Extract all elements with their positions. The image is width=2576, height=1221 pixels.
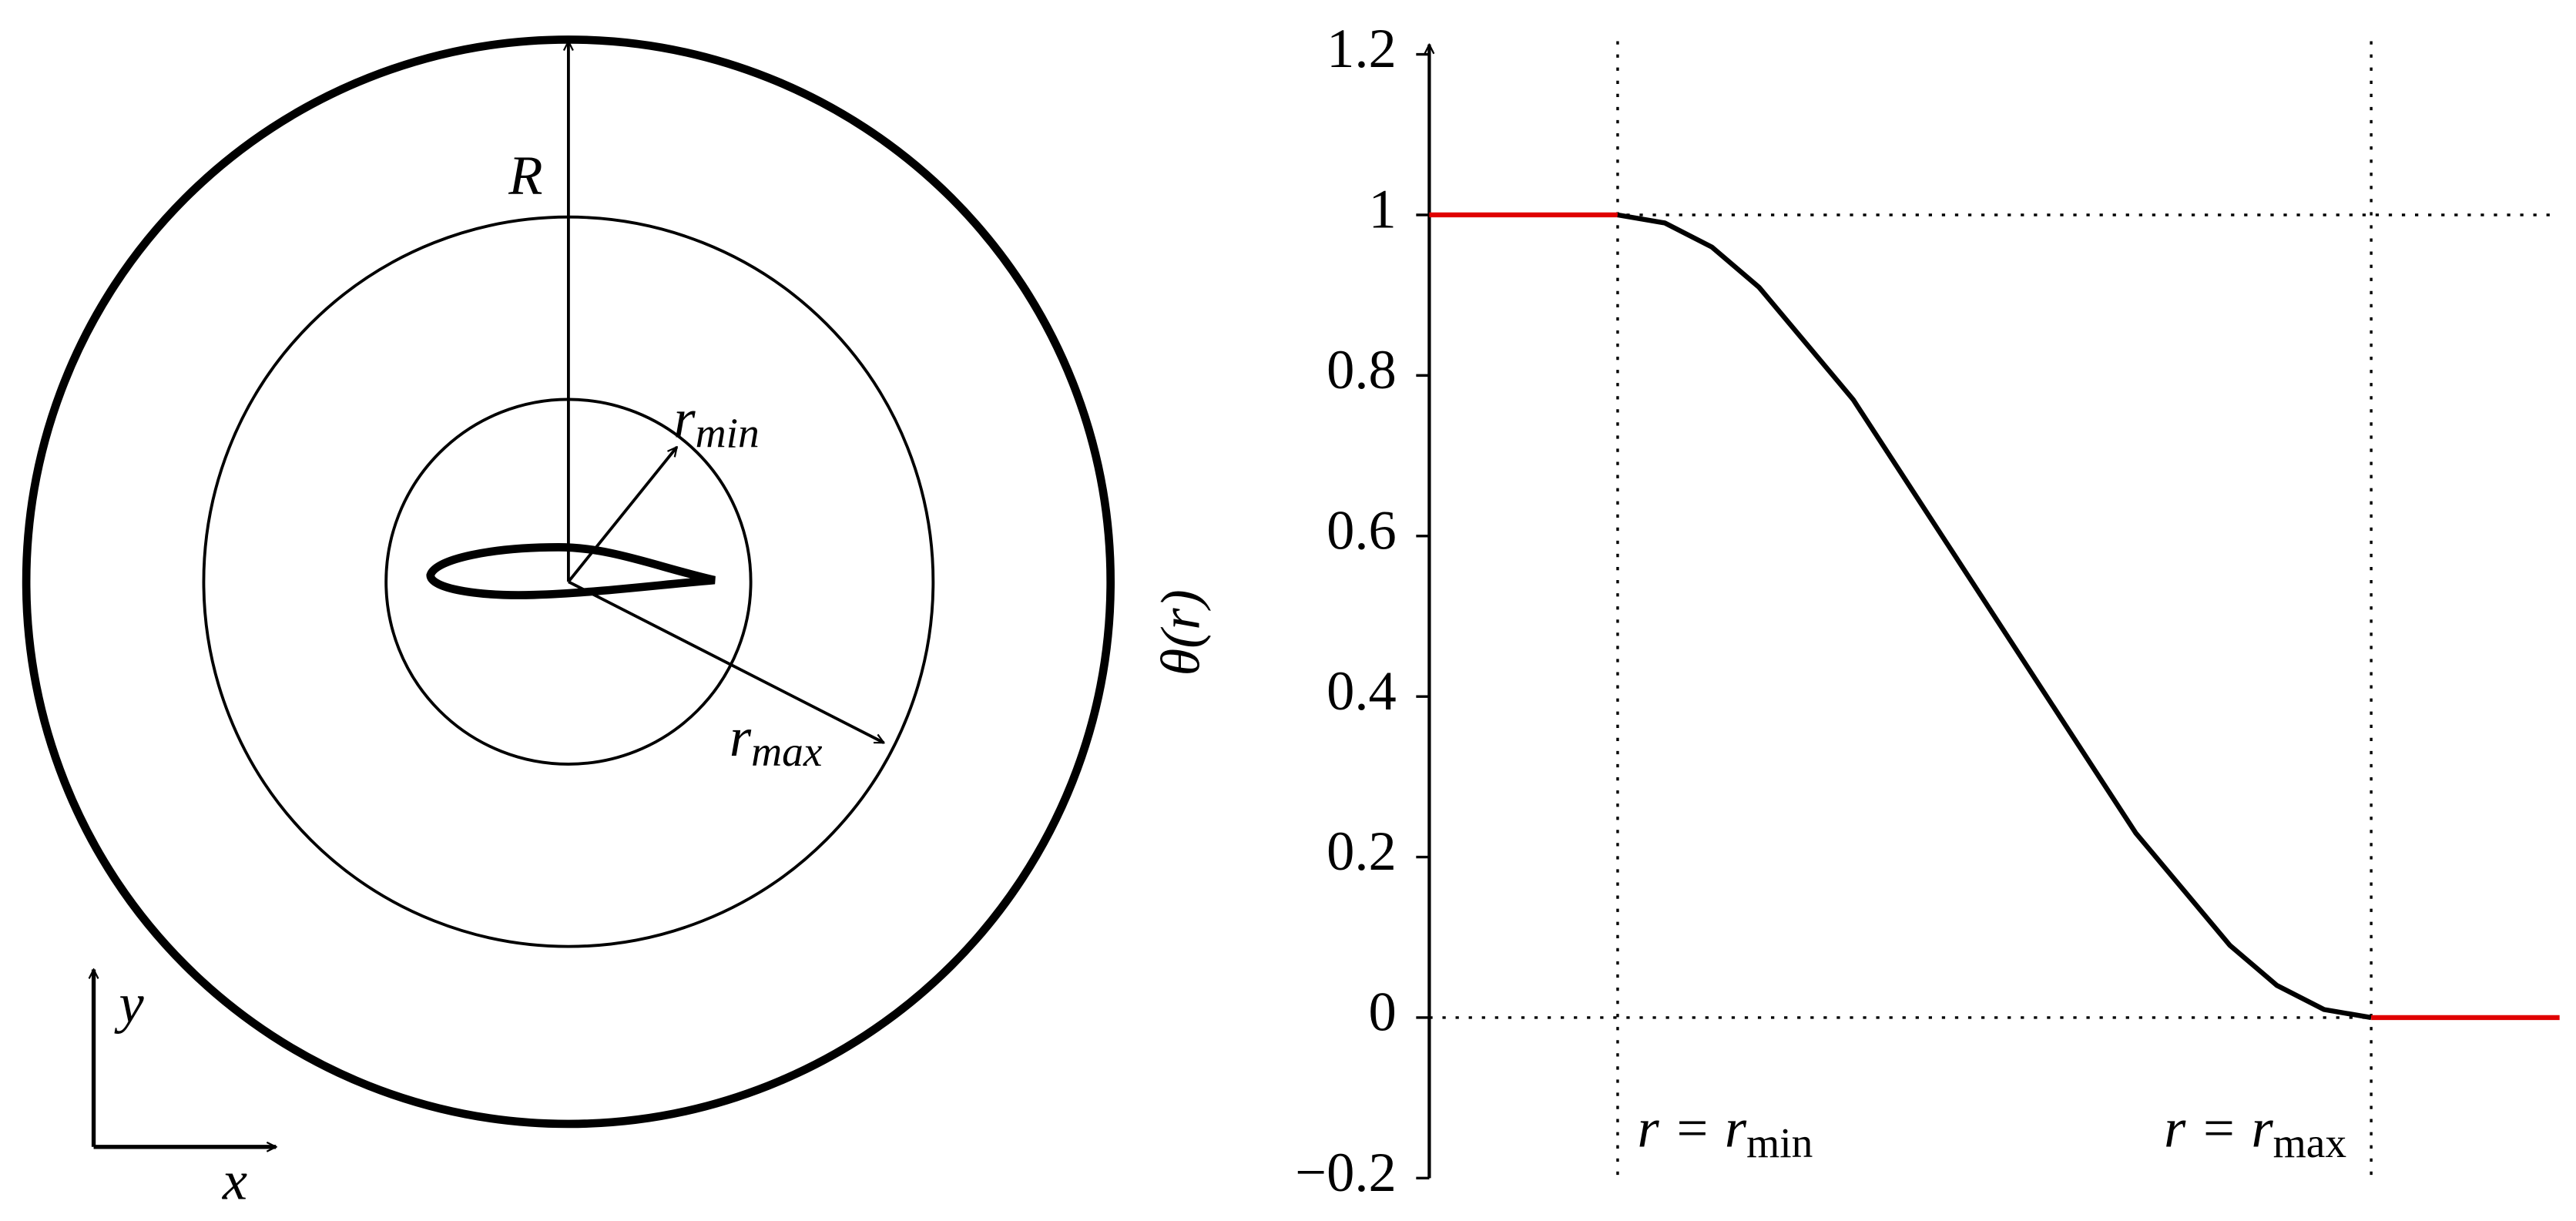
rmax-arrow — [568, 580, 884, 744]
annotation: r = rmax — [2164, 1096, 2346, 1166]
y-tick-label: 1.2 — [1327, 17, 1397, 79]
rmax-label: rmax — [730, 706, 823, 775]
label-main: r — [730, 706, 752, 768]
x-axis-label: x — [222, 1149, 247, 1212]
outer-boundary — [22, 35, 1115, 1129]
annotation-text: r = r — [1638, 1096, 1747, 1159]
label-main: r — [673, 387, 696, 449]
chart: r = rmin r = rmax−0.200.20.40.60.811.2θ(r… — [1149, 17, 2560, 1203]
outer-label: R — [508, 143, 542, 206]
y-tick-label: 0.2 — [1327, 820, 1397, 882]
rmin-arrow — [567, 447, 677, 583]
y-tick-label: 0 — [1369, 981, 1397, 1043]
y-axis-label: y — [114, 971, 145, 1034]
label-sub: min — [696, 409, 760, 456]
annotation: r = rmin — [1638, 1096, 1813, 1166]
rmin-label: rmin — [673, 387, 759, 456]
y-tick-label: 0.4 — [1327, 659, 1397, 722]
diagram — [22, 35, 1115, 1146]
annotation-text: r = r — [2164, 1096, 2273, 1159]
y-tick-label: 1 — [1369, 178, 1397, 240]
y-tick-label: −0.2 — [1295, 1141, 1397, 1203]
label-sub: max — [751, 728, 823, 775]
airfoil — [426, 543, 716, 599]
y-tick-label: 0.6 — [1327, 498, 1397, 561]
y-tick-label: 0.8 — [1327, 338, 1397, 401]
annotation-sub: min — [1746, 1119, 1813, 1166]
line — [1617, 212, 2372, 1021]
annotation-sub: max — [2273, 1119, 2347, 1166]
y-axis-title: θ(r) — [1149, 589, 1211, 676]
